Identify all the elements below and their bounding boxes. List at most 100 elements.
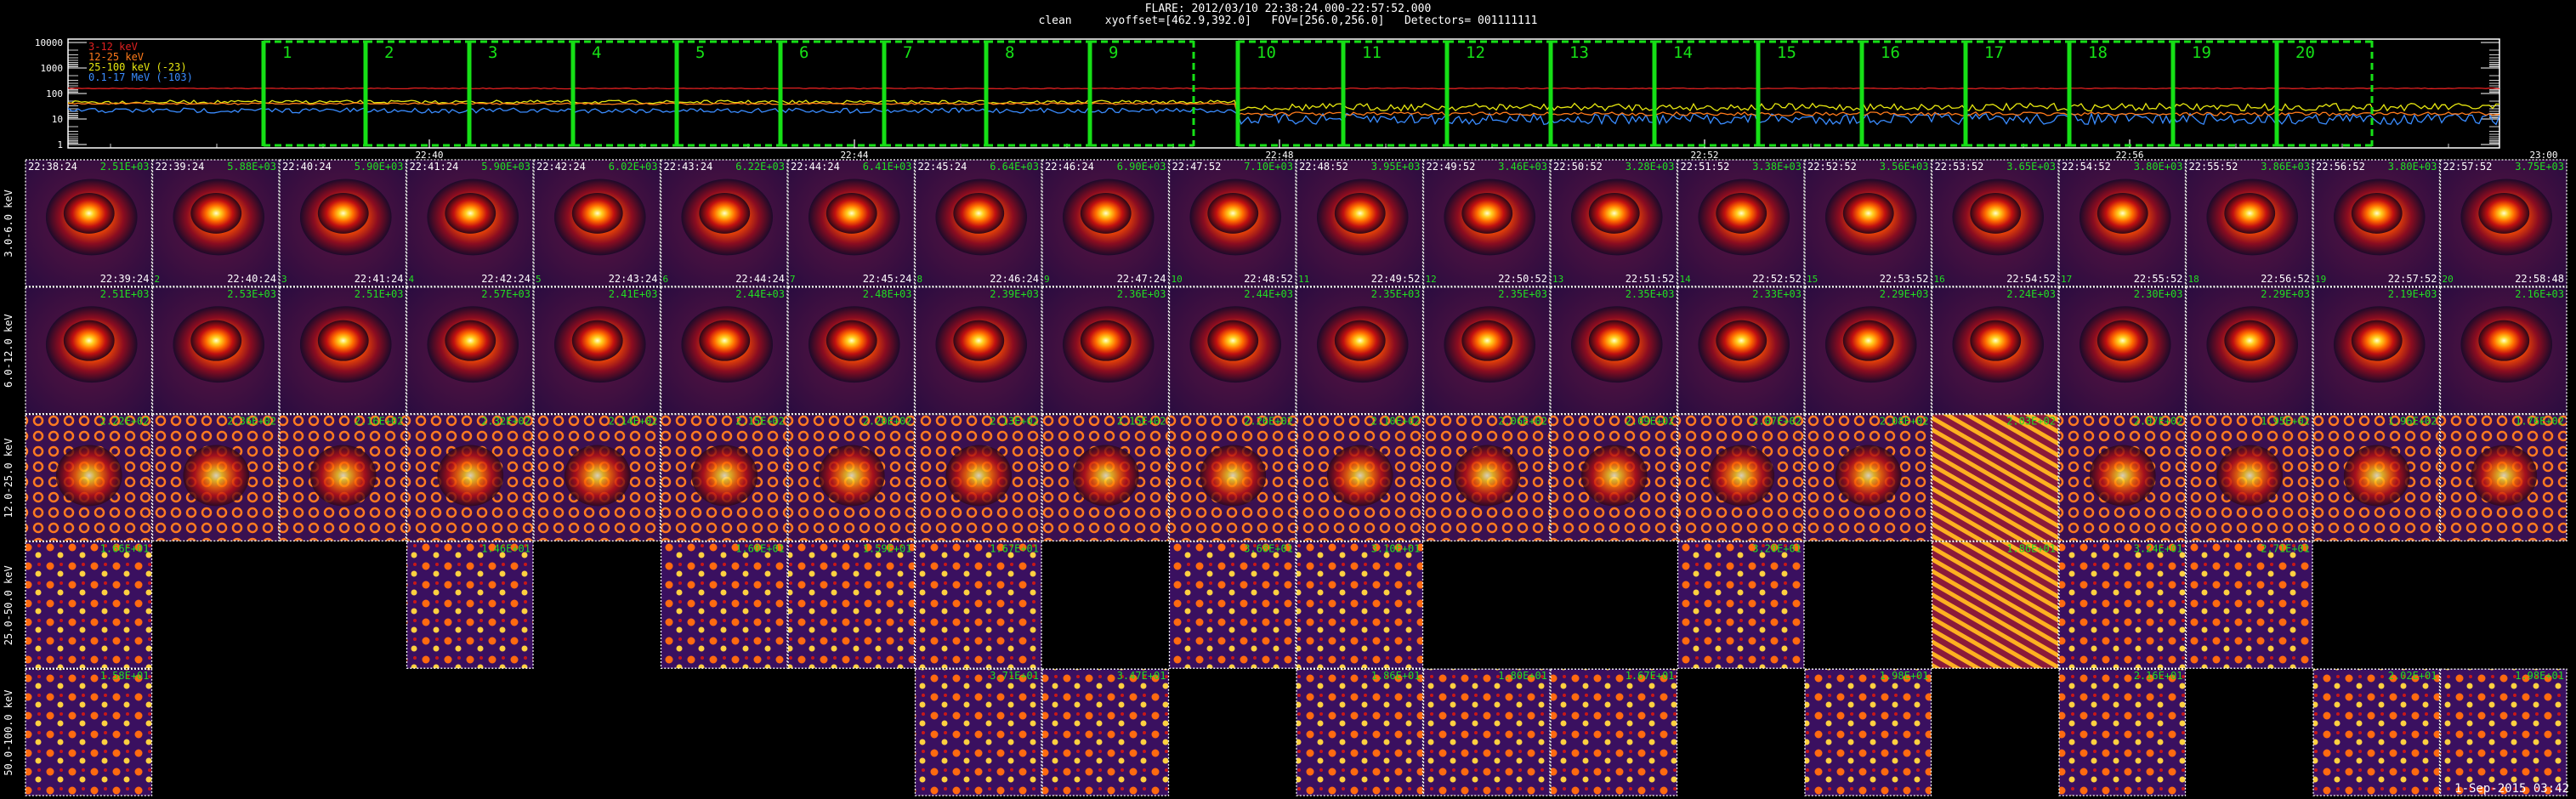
cell-border [151,413,280,542]
legend-entry: 12-25 keV [88,51,144,63]
cell-border [406,159,534,287]
series-25-100-kev [68,99,2499,112]
source-core [437,445,504,507]
peak-value: 2.35E+03 [1498,288,1547,300]
image-cell: 5.90E+03 22:40:24 22:41:24 3 [279,159,407,287]
image-cell: 2.14E+02 [533,413,661,542]
start-time: 22:54:52 [2062,161,2111,173]
peak-value: 2.16E+01 [2134,670,2183,682]
image-cell: 5.90E+03 22:41:24 22:42:24 4 [406,159,534,287]
source-core [1080,192,1132,234]
peak-value: 2.44E+03 [735,288,785,300]
interval-number: 12 [1466,43,1485,62]
cell-border [1422,286,1551,415]
image-cell: 3.80E+03 22:54:52 22:55:52 17 [2058,159,2187,287]
cell-border [25,668,153,796]
source-core [2224,320,2276,361]
cell-border [1804,413,1932,542]
source-core [2089,445,2156,507]
interval-number: 2 [384,43,394,62]
cell-border [279,159,407,287]
peak-value: 2.41E+03 [609,288,658,300]
interval-index: 19 [2315,274,2326,285]
end-time: 22:57:52 [2388,273,2437,285]
image-cell: 2.51E+03 22:38:24 22:39:24 [25,159,153,287]
source-core [826,320,877,361]
source-core [826,192,877,234]
x-tick-label: 23:00 [2529,150,2557,161]
image-background [1932,414,2058,541]
timestamp-footer: 1-Sep-2015 03:42 [2454,782,2569,796]
cell-border [1296,159,1424,287]
start-time: 22:47:52 [1172,161,1222,173]
start-time: 22:56:52 [2316,161,2365,173]
image-background [2313,669,2440,796]
image-cell: 2.36E+03 [1041,286,1170,415]
peak-value: 2.22E+02 [100,416,150,428]
source-core [571,192,623,234]
cell-border [1168,286,1297,415]
cell-border [1041,413,1170,542]
source-core [1326,445,1393,507]
interval-index: 14 [1680,274,1692,285]
peak-value: 1.76E+02 [2515,416,2564,428]
image-cell: 2.57E+03 [406,286,534,415]
interval-index: 2 [155,274,161,285]
energy-band-label: 6.0-12.0 keV [3,314,14,388]
image-cell: 2.06E+02 [1422,413,1551,542]
image-cells: 2.51E+03 22:38:24 22:39:24 5.88E+03 22:39:24… [25,159,2567,796]
image-cell: 1.58E+01 [25,668,153,796]
image-cell: 2.15E+02 [660,413,788,542]
cell-border [1296,413,1424,542]
peak-value: 1.67E+01 [990,542,1039,554]
image-cell: 1.76E+02 [2439,413,2567,542]
cell-border [914,286,1042,415]
cell-border [1677,159,1805,287]
source-core [2216,445,2284,507]
source-core [1708,445,1775,507]
peak-value: 3.86E+03 [2261,161,2310,173]
source-core [564,445,631,507]
end-time: 22:46:24 [990,273,1039,285]
y-tick-label: 10 [52,114,63,125]
start-time: 22:48:52 [1299,161,1348,173]
interval-number: 1 [282,43,292,62]
peak-value: 2.15E+02 [735,416,785,428]
source-core [1835,445,1902,507]
peak-value: 2.51E+03 [100,288,150,300]
peak-value: 3.10E+01 [1371,542,1421,554]
image-cell: 3.20E+01 [1677,541,1805,669]
interval-number: 3 [488,43,497,62]
start-time: 22:43:24 [664,161,713,173]
image-cell: 3.80E+03 22:56:52 22:57:52 19 [2312,159,2441,287]
image-cell: 2.44E+03 [660,286,788,415]
cell-border [25,541,153,669]
peak-value: 5.90E+03 [355,161,404,173]
image-background [1423,669,1550,796]
image-background [1297,541,1423,669]
cell-border [1296,541,1424,669]
image-cell: 3.65E+03 22:53:52 22:54:52 16 [1931,159,2059,287]
cell-border [1168,159,1297,287]
image-background [1805,669,1932,796]
cell-border [2058,159,2187,287]
peak-value: 3.24E+01 [2134,542,2183,554]
peak-value: 3.80E+03 [2134,161,2183,173]
energy-band-label: 12.0-25.0 keV [3,439,14,518]
source-core [1588,192,1640,234]
cell-border [406,413,534,542]
image-cell: 6.41E+03 22:44:24 22:45:24 7 [787,159,916,287]
cell-border [1550,286,1678,415]
cell-border [1550,413,1678,542]
peak-value: 2.07E+02 [1752,416,1801,428]
energy-band-label: 50.0-100.0 keV [3,690,14,776]
image-cell: 2.24E+03 [1931,286,2059,415]
image-cell: 2.16E+03 [2439,286,2567,415]
end-time: 22:44:24 [735,273,785,285]
peak-value: 1.60E+01 [735,542,785,554]
peak-value: 1.96E+02 [2388,416,2437,428]
end-time: 22:53:52 [1880,273,1929,285]
image-cell: 2.32E+02 [406,413,534,542]
cell-border [1804,668,1932,796]
image-background [2059,541,2186,669]
